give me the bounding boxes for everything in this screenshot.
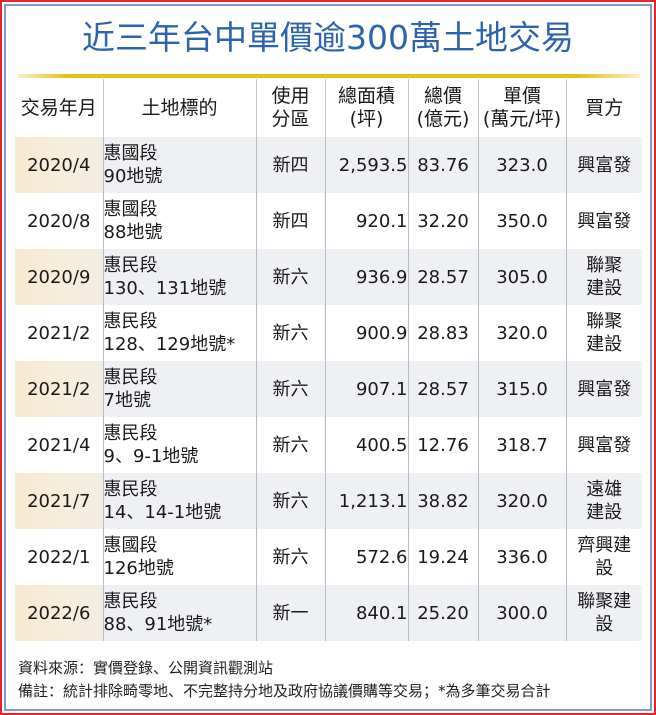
table-row: 2022/6 惠民段 88、91地號* 新一 840.1 25.20 300.0 … [15,585,642,641]
cell-area: 920.1 [324,193,408,249]
cell-date: 2021/2 [27,322,91,344]
cell-buyer: 興富發 [565,417,642,473]
cell-buyer: 遠雄 建設 [565,473,642,529]
cell-zone: 新六 [255,417,325,473]
cell-area: 400.5 [324,417,408,473]
cell-total-price: 28.57 [407,361,478,417]
cell-area: 840.1 [324,585,408,641]
cell-date: 2020/8 [27,210,91,232]
cell-unit-price: 320.0 [477,473,566,529]
cell-buyer: 興富發 [565,193,642,249]
cell-unit-price: 323.0 [477,137,566,193]
cell-date: 2020/9 [15,249,103,305]
cell-total-price: 32.20 [407,193,478,249]
cell-area: 907.1 [324,361,408,417]
table-row: 2020/8 惠國段 88地號 新四 920.1 32.20 350.0 興富發 [15,193,642,249]
cell-lot: 惠民段 88、91地號* [102,585,256,641]
cell-unit-price: 300.0 [477,585,566,641]
cell-unit-price: 320.0 [477,305,566,361]
cell-date: 2020/4 [15,137,103,193]
cell-zone: 新一 [255,585,325,641]
table-row: 2021/2 惠民段 7地號 新六 907.1 28.57 315.0 興富發 [15,361,642,417]
cell-zone: 新六 [255,249,325,305]
header-buyer: 買方 [565,79,642,137]
cell-lot: 惠國段 90地號 [102,137,256,193]
cell-buyer: 聯聚建設 [565,249,642,305]
cell-area: 572.6 [324,529,408,585]
cell-unit-price: 336.0 [477,529,566,585]
cell-zone: 新四 [255,193,325,249]
accent-divider [18,74,640,78]
cell-area: 936.9 [324,249,408,305]
footnotes: 資料來源：實價登錄、公開資訊觀測站 備註：統計排除畸零地、不完整持分地及政府協議… [18,657,551,703]
cell-total-price: 83.76 [407,137,478,193]
cell-lot: 惠國段 126地號 [102,529,256,585]
cell-area: 2,593.5 [324,137,408,193]
cell-unit-price: 305.0 [477,249,566,305]
cell-buyer: 聯聚建設 [565,585,642,641]
table-row: 2020/9 惠民段 130、131地號 新六 936.9 28.57 305.0… [15,249,642,305]
infographic-title: 近三年台中單價逾300萬土地交易 [82,18,574,57]
cell-area: 900.9 [324,305,408,361]
cell-lot: 惠民段 14、14-1地號 [102,473,256,529]
cell-date: 2022/6 [15,585,103,641]
table-row: 2020/4 惠國段 90地號 新四 2,593.5 83.76 323.0 興富… [15,137,642,193]
cell-zone: 新六 [255,361,325,417]
cell-total-price: 25.20 [407,585,478,641]
cell-buyer: 齊興建設 [565,529,642,585]
header-land-target: 土地標的 [102,79,256,137]
cell-zone: 新六 [255,529,325,585]
cell-buyer: 興富發 [565,361,642,417]
header-unit-price: 單價 (萬元/坪) [477,79,566,137]
cell-buyer: 聯聚建設 [565,305,642,361]
cell-area: 1,213.1 [324,473,408,529]
cell-zone: 新六 [255,473,325,529]
cell-date: 2021/7 [15,473,103,529]
cell-lot: 惠民段 130、131地號 [102,249,256,305]
cell-total-price: 28.83 [407,305,478,361]
cell-total-price: 12.76 [407,417,478,473]
cell-total-price: 28.57 [407,249,478,305]
cell-total-price: 19.24 [407,529,478,585]
remark-note: 備註：統計排除畸零地、不完整持分地及政府協議價購等交易；*為多筆交易合計 [18,682,551,700]
cell-zone: 新六 [255,305,325,361]
cell-unit-price: 318.7 [477,417,566,473]
header-total-price: 總價 (億元) [407,79,478,137]
table-row: 2021/7 惠民段 14、14-1地號 新六 1,213.1 38.82 320… [15,473,642,529]
cell-date: 2022/1 [27,546,91,568]
cell-lot: 惠國段 88地號 [102,193,256,249]
land-transactions-table: 交易年月 土地標的 使用 分區 總面積 (坪) 總價 (億元) 單價 (萬元/坪) 買方… [15,79,642,641]
header-trade-date: 交易年月 [20,96,97,119]
cell-lot: 惠民段 9、9-1地號 [102,417,256,473]
cell-unit-price: 350.0 [477,193,566,249]
table-row: 2021/2 惠民段 128、129地號* 新六 900.9 28.83 320.… [15,305,642,361]
cell-lot: 惠民段 7地號 [102,361,256,417]
table-row: 2022/1 惠國段 126地號 新六 572.6 19.24 336.0 齊興建… [15,529,642,585]
table-header-row: 交易年月 土地標的 使用 分區 總面積 (坪) 總價 (億元) 單價 (萬元/坪) 買方 [15,79,642,137]
cell-unit-price: 315.0 [477,361,566,417]
cell-zone: 新四 [255,137,325,193]
table-row: 2021/4 惠民段 9、9-1地號 新六 400.5 12.76 318.7 興… [15,417,642,473]
cell-date: 2021/2 [15,361,103,417]
data-source-note: 資料來源：實價登錄、公開資訊觀測站 [18,659,274,677]
cell-lot: 惠民段 128、129地號* [102,305,256,361]
cell-buyer: 興富發 [565,137,642,193]
cell-date: 2021/4 [27,434,91,456]
header-zoning: 使用 分區 [255,79,325,137]
header-total-area: 總面積 (坪) [324,79,408,137]
cell-total-price: 38.82 [407,473,478,529]
